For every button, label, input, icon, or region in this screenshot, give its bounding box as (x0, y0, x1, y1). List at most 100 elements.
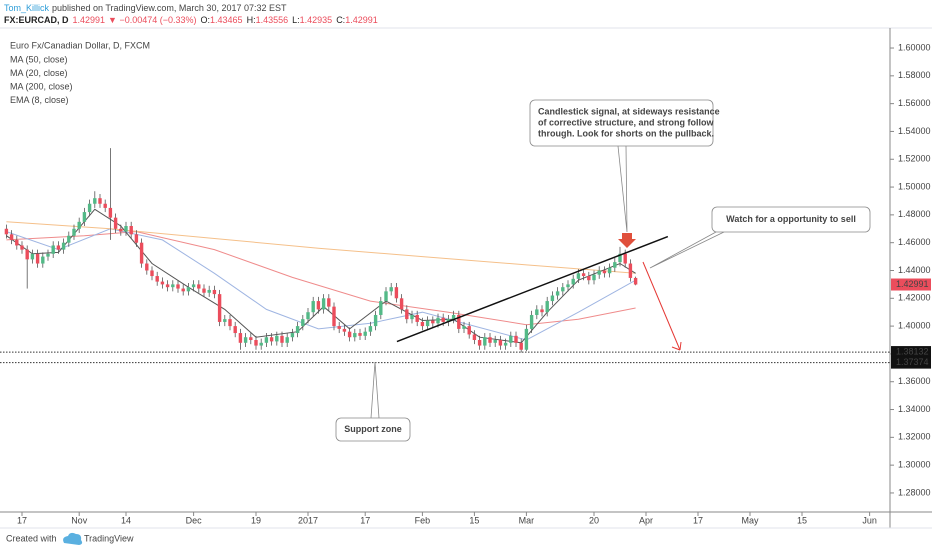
callout-pointer (370, 361, 380, 419)
candle-body (332, 306, 336, 327)
candle-body (191, 284, 196, 288)
candle-body (212, 289, 217, 295)
candle-body (514, 335, 518, 343)
candle-body (405, 309, 409, 320)
candle-body (25, 249, 29, 260)
x-tick-label: May (742, 515, 760, 525)
candle-body (181, 288, 185, 292)
candle-body (280, 335, 284, 343)
candle-body (597, 270, 601, 275)
x-tick-label: Dec (186, 515, 203, 525)
candle-body (524, 328, 529, 350)
candle-body (171, 284, 175, 288)
logo (63, 532, 83, 545)
candle-body (571, 278, 575, 285)
candle-body (342, 328, 347, 332)
candle-body (399, 298, 404, 310)
candle-body (462, 326, 466, 329)
legend-entry: EMA (8, close) (10, 95, 69, 105)
candle-body (108, 207, 113, 218)
x-tick-label: Feb (415, 515, 431, 525)
candle-body (488, 337, 492, 343)
x-tick-label: 17 (693, 515, 703, 525)
candle-body (358, 333, 362, 336)
candle-body (119, 228, 123, 232)
candle-body (259, 342, 263, 346)
header-line-1: Tom_Killick published on TradingView.com,… (4, 3, 287, 13)
ohlc-value: 1.43465 (210, 15, 243, 25)
callout-box (335, 417, 411, 442)
candle-body (498, 340, 503, 346)
ohlc-value: 1.43556 (256, 15, 289, 25)
candle-body (56, 245, 61, 250)
trendline (396, 235, 669, 343)
callout-text: through. Look for shorts on the pullback… (538, 128, 714, 138)
candle-body (561, 287, 565, 292)
candle-body (394, 287, 399, 299)
last-price-label: 1.42991 (896, 279, 929, 289)
candle-body (316, 301, 321, 310)
candle-body (451, 314, 456, 320)
candle-body (446, 319, 451, 322)
legend-entry: MA (20, close) (10, 68, 68, 78)
candle-body (217, 294, 222, 322)
candle-body (415, 314, 419, 322)
candle-body (420, 321, 425, 327)
y-tick-label: 1.48000 (898, 209, 931, 219)
candle-body (113, 217, 118, 229)
candle-body (46, 253, 50, 257)
candle-body (275, 335, 279, 342)
candle-body (472, 334, 477, 341)
callout-box (711, 206, 871, 233)
x-tick-label: Apr (639, 515, 653, 525)
candle-body (535, 309, 539, 315)
x-tick-label: 20 (589, 515, 599, 525)
candle-body (467, 326, 471, 335)
candle-body (98, 198, 102, 204)
footer-brand[interactable]: TradingView (84, 533, 134, 543)
published: published on TradingView.com, March 30, … (52, 3, 287, 13)
callout-text: of corrective structure, and strong foll… (538, 117, 715, 127)
candle-body (134, 234, 139, 243)
candle-body (327, 298, 331, 307)
candle-body (35, 253, 40, 264)
candle-body (457, 314, 461, 329)
candle-body (410, 314, 414, 320)
candle-body (425, 320, 430, 327)
candle-body (87, 203, 92, 213)
candle-body (249, 337, 253, 341)
candle-body (202, 288, 206, 293)
candle-body (587, 276, 591, 281)
author[interactable]: Tom_Killick (4, 3, 50, 13)
candle-body (233, 326, 237, 334)
legend-title: Euro Fx/Canadian Dollar, D, FXCM (10, 40, 150, 50)
candle-body (186, 287, 191, 292)
candle-body (124, 225, 128, 232)
candle-body (545, 301, 549, 313)
candle-body (373, 314, 378, 327)
candle-body (4, 228, 9, 235)
candle-body (285, 337, 289, 343)
candle-body (228, 319, 232, 327)
candle-body (295, 326, 300, 334)
y-tick-label: 1.34000 (898, 404, 931, 414)
candle-body (363, 331, 367, 336)
price-label: 1.37374 (896, 357, 929, 367)
candle-body (379, 301, 383, 315)
candle-body (176, 284, 180, 289)
candle-body (566, 284, 570, 288)
callout-box (529, 99, 714, 147)
candle-body (290, 333, 295, 338)
y-tick-label: 1.32000 (898, 432, 931, 442)
candle-body (30, 253, 35, 260)
callout-pointer (617, 145, 628, 233)
candle-body (321, 298, 326, 310)
candle-body (41, 256, 45, 264)
signal-arrow (618, 233, 636, 248)
projection-head (671, 341, 682, 351)
price-label-box (891, 356, 931, 369)
candle-body (384, 291, 388, 302)
